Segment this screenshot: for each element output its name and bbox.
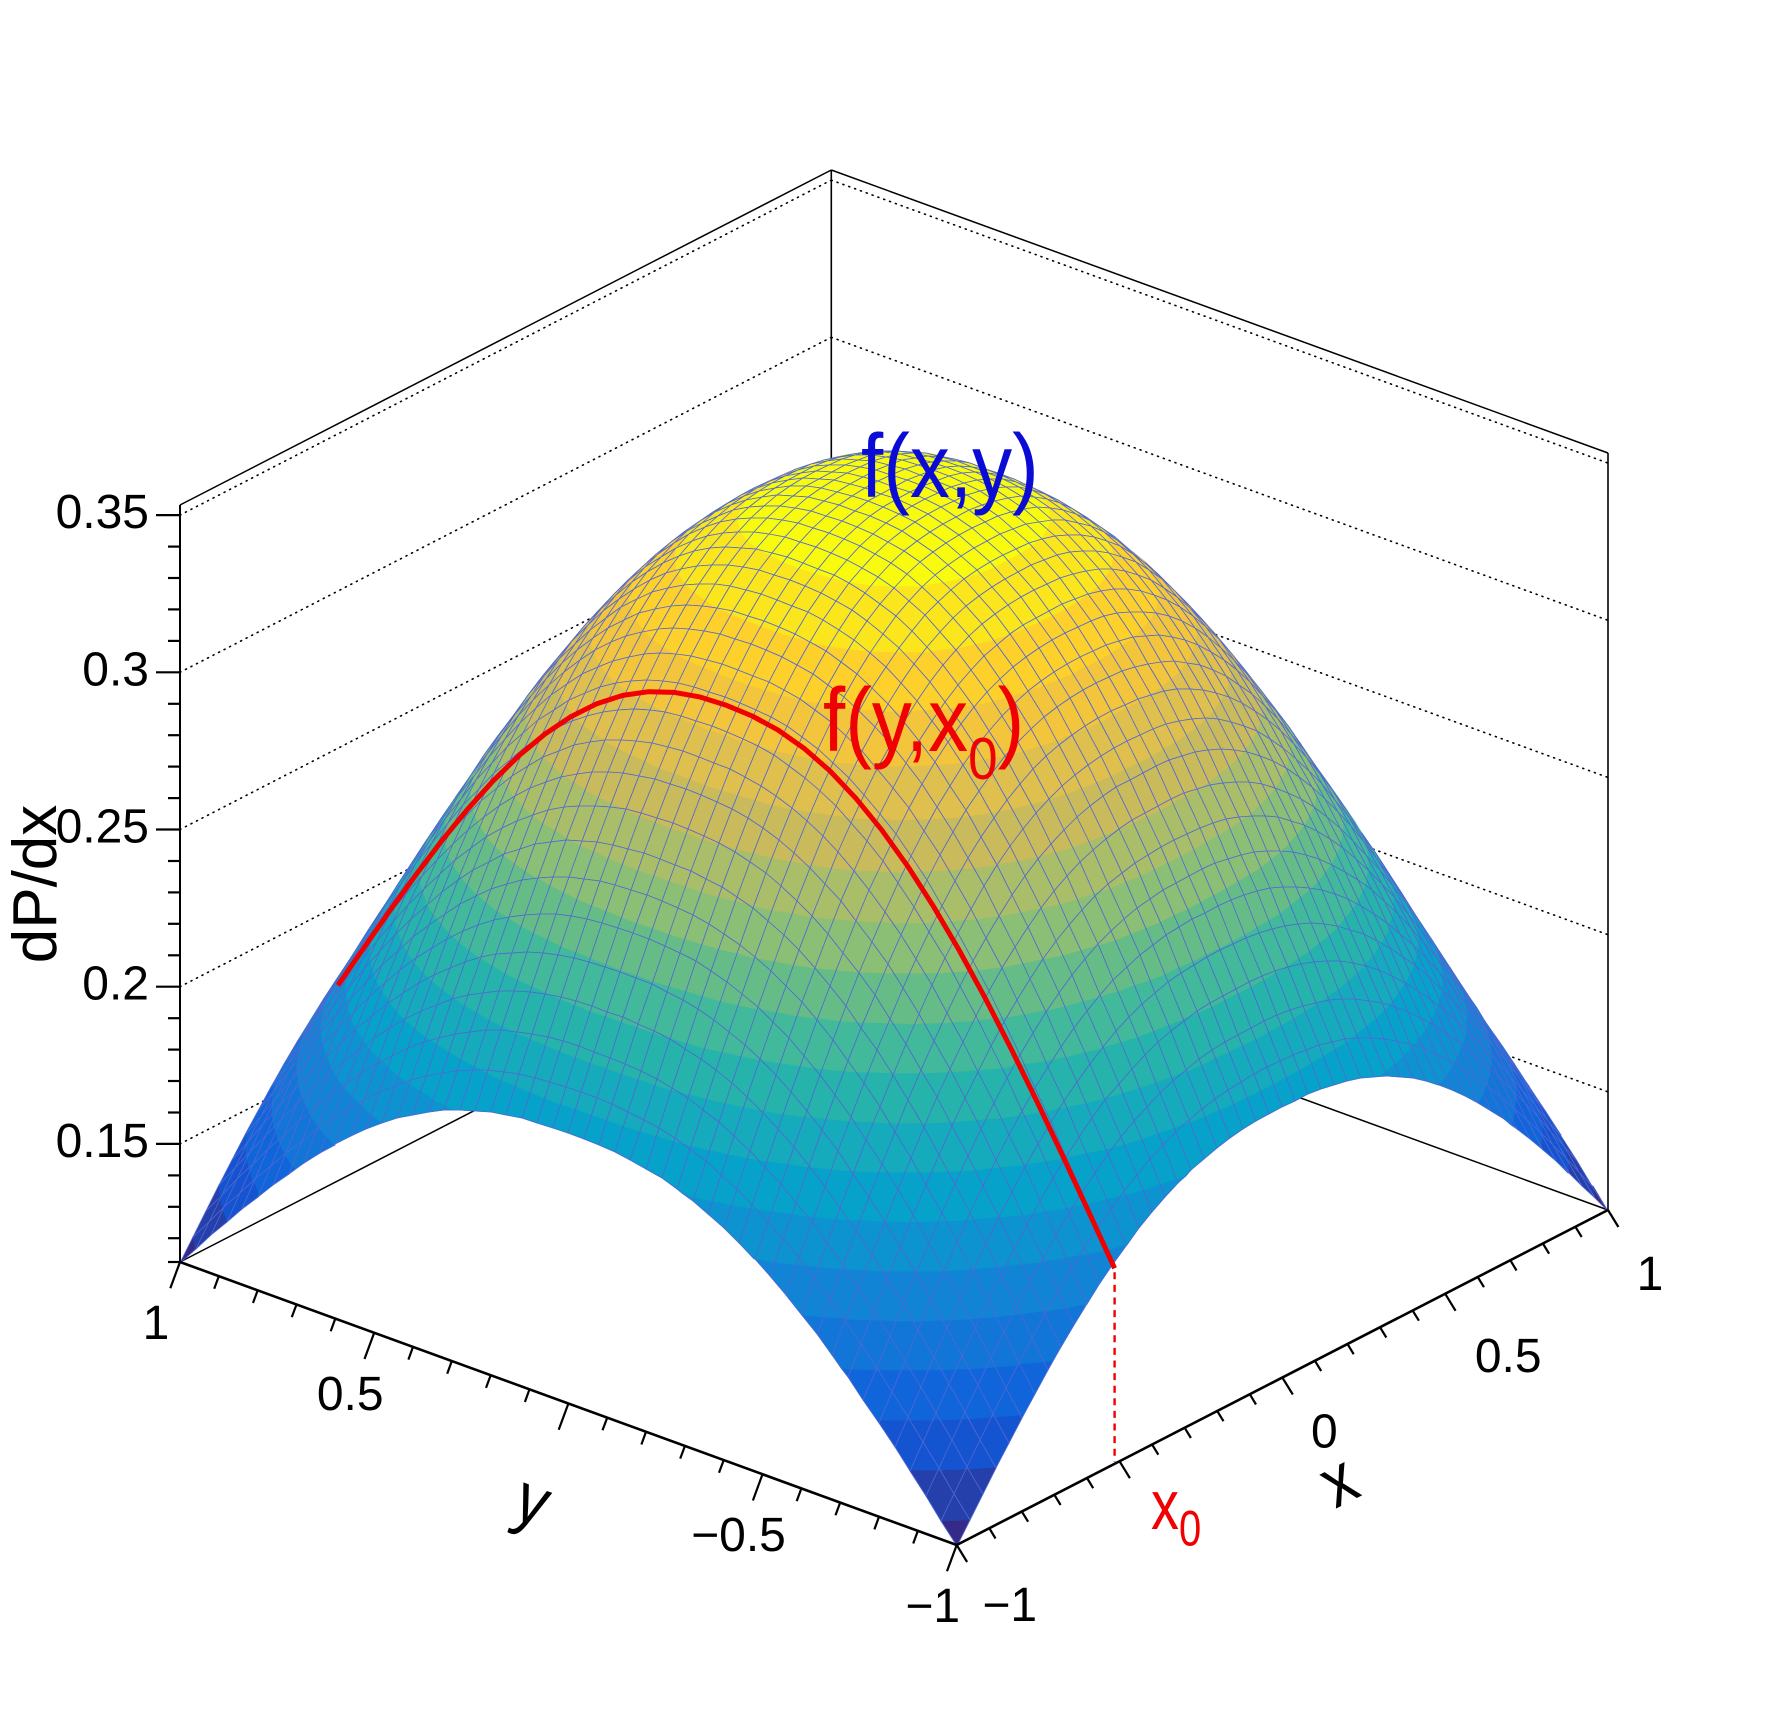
svg-text:0.3: 0.3 [82,643,149,696]
svg-text:1: 1 [1637,1248,1664,1301]
svg-text:0.5: 0.5 [1475,1330,1542,1383]
svg-text:1: 1 [143,1297,170,1350]
svg-text:0: 0 [1311,1406,1338,1459]
svg-text:0.15: 0.15 [56,1115,149,1168]
svg-text:f(x,y): f(x,y) [861,416,1039,516]
svg-text:−0.5: −0.5 [691,1509,786,1562]
svg-text:dP/dx: dP/dx [1,805,70,964]
svg-text:0.25: 0.25 [56,801,149,854]
svg-text:0.5: 0.5 [317,1368,384,1421]
svg-text:−1: −1 [982,1579,1037,1632]
svg-text:0.2: 0.2 [82,958,149,1011]
svg-text:−1: −1 [905,1580,960,1633]
svg-text:0.35: 0.35 [56,486,149,539]
